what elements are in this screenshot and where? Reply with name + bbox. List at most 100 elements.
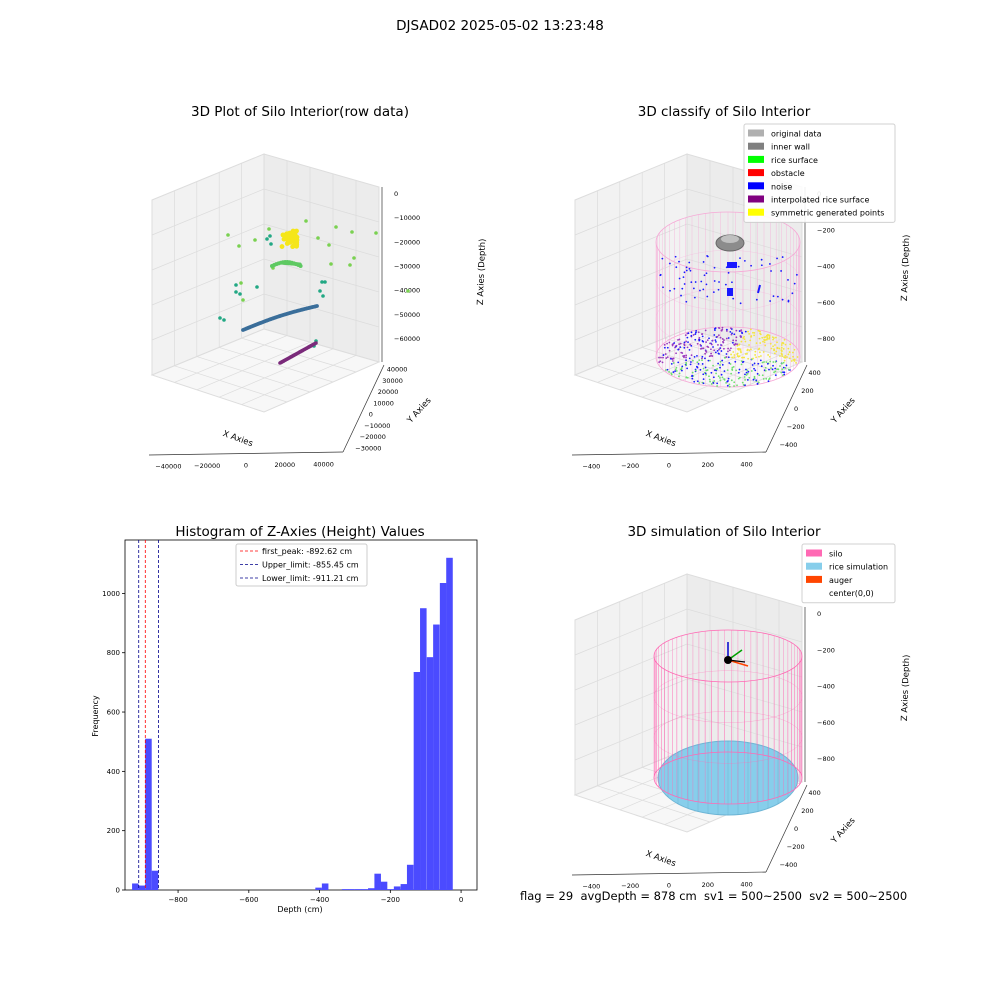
classify-floor-point <box>784 367 787 369</box>
classify-floor-point <box>730 333 733 336</box>
classify-noise-point <box>739 302 742 305</box>
classify-floor-point <box>764 366 767 369</box>
histogram-legend-label: first_peak: -892.62 cm <box>262 547 352 556</box>
classify-legend-label: inner wall <box>771 143 810 152</box>
classify-floor-point <box>754 350 757 353</box>
classify-noise-point <box>787 279 789 281</box>
raw-data-point <box>318 289 322 293</box>
raw-data-point <box>288 233 294 239</box>
histogram-bar <box>433 624 440 890</box>
classify-floor-point <box>716 335 719 338</box>
classify-floor-point <box>770 347 773 350</box>
classify-floor-point <box>691 375 693 378</box>
classify-floor-point <box>698 359 701 362</box>
classify-floor-point <box>688 348 691 351</box>
classify-floor-point <box>757 362 760 365</box>
classify-y-tick-label: −400 <box>780 441 798 449</box>
classify-floor-point <box>697 331 700 334</box>
classify-floor-point <box>691 371 694 374</box>
classify-floor-point <box>766 336 769 339</box>
classify-floor-point <box>720 344 723 347</box>
classify-floor-point <box>725 381 728 384</box>
classify-noise-point <box>760 258 763 261</box>
raw-floor-gridline <box>196 356 311 393</box>
classify-floor-point <box>768 336 771 339</box>
histogram-plot: −800 −600 −400 −200 0 0 200 400 600 800 1000 <box>102 539 478 904</box>
classify-floor-point <box>733 333 736 336</box>
classify-noise-point <box>727 271 730 274</box>
classify-floor-point <box>778 347 781 350</box>
classify-floor-point <box>719 379 722 382</box>
classify-floor-point <box>739 350 742 352</box>
classify-floor-point <box>761 361 764 364</box>
classify-floor-point <box>781 374 784 377</box>
classify-floor-point <box>762 378 765 380</box>
classify-floor-point <box>740 340 743 343</box>
classify-floor-point <box>717 375 720 378</box>
raw-y-tick-label: −20000 <box>360 433 386 441</box>
classify-floor-point <box>733 356 736 359</box>
classify-floor-point <box>788 351 791 353</box>
raw-data-point <box>222 318 226 322</box>
classify-floor-point <box>719 336 722 339</box>
sim-wall-gridline <box>574 678 803 726</box>
classify-floor-point <box>736 353 739 356</box>
classify-floor-point <box>735 369 738 372</box>
classify-floor-point <box>741 381 744 384</box>
classify-y-axis-label: Y Axies <box>829 395 858 426</box>
histogram-legend-label: Upper_limit: -855.45 cm <box>262 561 359 570</box>
classify-floor-point <box>768 335 771 337</box>
classify-floor-point <box>761 336 764 339</box>
classify-floor-point <box>702 367 705 370</box>
classify-floor-point <box>782 361 785 364</box>
classify-floor-point <box>717 334 720 337</box>
classify-x-axis-line <box>571 451 767 456</box>
classify-floor-point <box>717 352 720 355</box>
classify-noise-point <box>669 289 671 292</box>
classify-floor-point <box>716 382 719 385</box>
classify-floor-point <box>721 363 724 366</box>
classify-floor-point <box>694 369 697 372</box>
classify-floor-point <box>706 345 709 348</box>
classify-noise-point <box>692 287 695 290</box>
classify-floor-point <box>675 366 678 369</box>
classify-floor-point <box>702 378 705 381</box>
classify-floor-gridline <box>642 348 757 398</box>
histogram-bar <box>380 881 388 890</box>
classify-floor-point <box>732 339 735 342</box>
classify-floor-point <box>782 371 784 374</box>
classify-3d-plot: −400−2000200400−400−20002004000−200−400−… <box>571 153 835 471</box>
classify-floor-point <box>769 342 772 345</box>
classify-y-tick-label: −200 <box>787 423 805 431</box>
classify-floor-point <box>663 343 666 346</box>
histogram-bar <box>361 889 368 890</box>
classify-floor-point <box>701 340 704 342</box>
classify-floor-point <box>744 373 746 376</box>
classify-floor-point <box>701 357 703 360</box>
classify-floor-point <box>725 353 728 355</box>
classify-floor-point <box>705 373 708 376</box>
classify-z-tick-label: −200 <box>817 226 835 234</box>
raw-data-point <box>406 289 410 293</box>
classify-floor-point <box>745 374 748 376</box>
classify-floor-point <box>715 372 717 375</box>
classify-floor-point <box>694 338 697 341</box>
raw-z-tick-label: 0 <box>394 190 398 198</box>
classify-noise-point <box>718 281 720 283</box>
classify-floor-point <box>704 350 707 352</box>
classify-floor-point <box>773 349 776 352</box>
classify-floor-point <box>755 379 758 382</box>
classify-floor-point <box>727 379 729 382</box>
classify-floor-point <box>727 347 730 350</box>
classify-floor-point <box>665 357 668 359</box>
raw-data-point <box>329 262 333 266</box>
classify-floor-point <box>690 334 693 337</box>
raw-x-tick-label: 40000 <box>313 460 334 468</box>
classify-floor-point <box>702 382 705 385</box>
classify-floor-point <box>772 361 775 363</box>
classify-floor-point <box>736 343 739 346</box>
classify-floor-point <box>764 344 767 347</box>
classify-floor-point <box>750 348 752 351</box>
classify-noise-point <box>780 270 783 272</box>
sim-x-tick-label: 0 <box>667 882 671 890</box>
